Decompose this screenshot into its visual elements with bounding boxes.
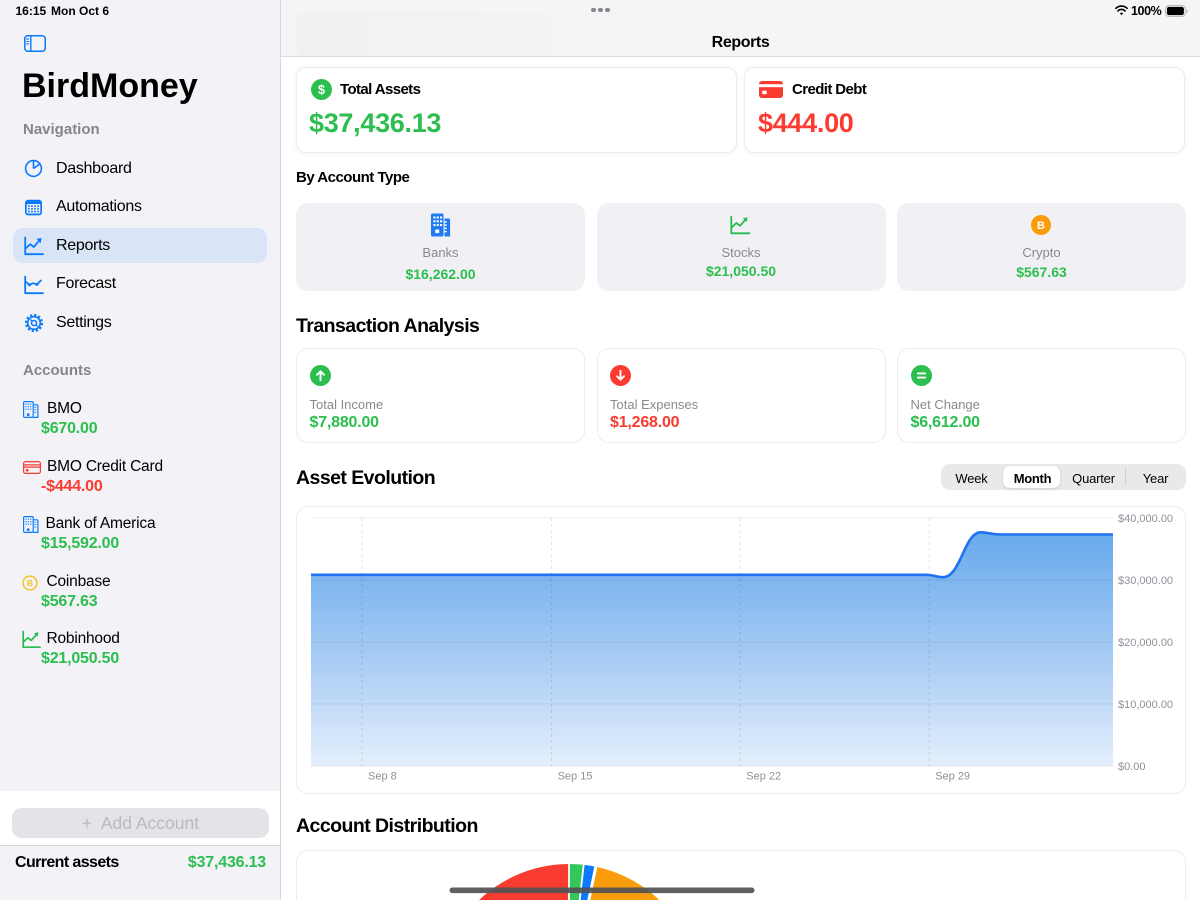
svg-text:$0.00: $0.00 <box>1118 761 1146 773</box>
svg-text:$: $ <box>318 83 325 97</box>
svg-text:Sep 29: Sep 29 <box>935 771 970 783</box>
svg-text:$30,000.00: $30,000.00 <box>1118 575 1173 587</box>
svg-text:$10,000.00: $10,000.00 <box>1118 699 1173 711</box>
svg-text:Sep 8: Sep 8 <box>368 771 397 783</box>
svg-text:$20,000.00: $20,000.00 <box>1118 637 1173 649</box>
svg-text:B: B <box>1037 220 1045 232</box>
svg-text:Sep 22: Sep 22 <box>746 771 781 783</box>
svg-text:$40,000.00: $40,000.00 <box>1118 513 1173 525</box>
svg-text:B: B <box>27 578 33 588</box>
svg-text:Sep 15: Sep 15 <box>558 771 593 783</box>
